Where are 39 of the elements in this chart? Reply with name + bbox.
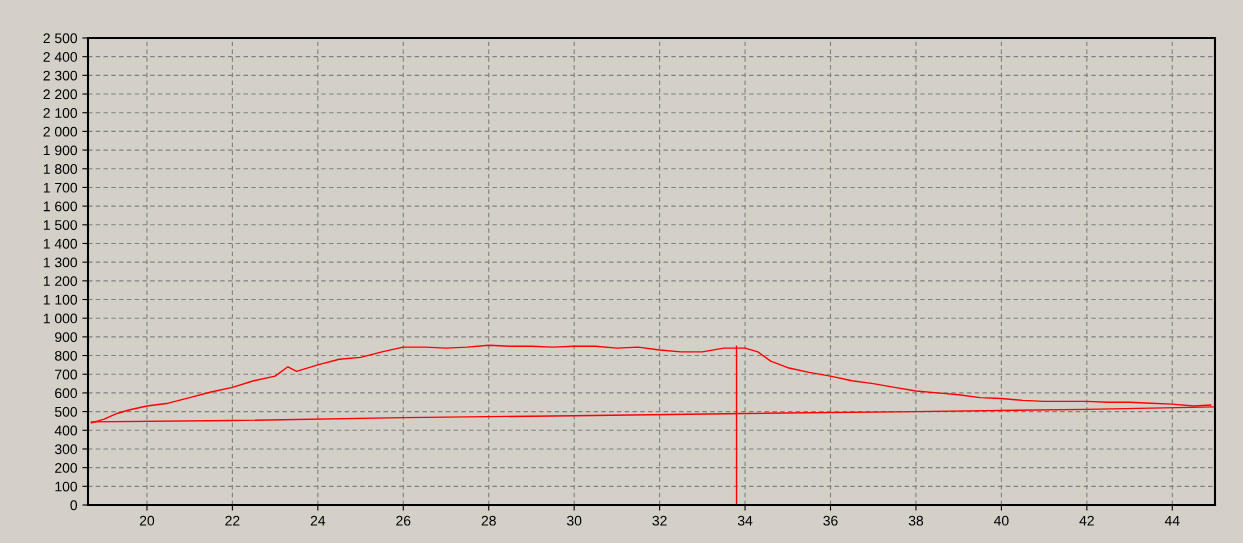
x-tick-label: 34 — [737, 515, 753, 526]
y-tick-label: 600 — [55, 388, 78, 399]
x-tick-label: 38 — [908, 515, 924, 526]
y-tick-label: 1 300 — [43, 257, 78, 268]
y-tick-label: 2 200 — [43, 89, 78, 100]
x-tick-label: 40 — [993, 515, 1009, 526]
y-tick-label: 1 100 — [43, 294, 78, 305]
y-tick-label: 0 — [70, 500, 78, 511]
x-tick-label: 20 — [139, 515, 155, 526]
x-tick-label: 22 — [225, 515, 240, 526]
y-tick-label: 1 800 — [43, 164, 78, 174]
y-tick-label: 500 — [54, 406, 78, 417]
y-tick-label: 1 200 — [43, 276, 78, 287]
y-tick-label: 1 900 — [43, 145, 78, 156]
y-tick-label: 2 500 — [43, 33, 78, 44]
y-tick-label: 2 100 — [43, 108, 78, 118]
y-tick-label: 800 — [55, 350, 78, 361]
y-tick-label: 900 — [55, 332, 78, 343]
x-tick-label: 24 — [310, 515, 326, 526]
y-tick-label: 2 300 — [43, 70, 78, 81]
y-tick-label: 2 400 — [43, 52, 78, 62]
x-tick-label: 36 — [823, 515, 838, 526]
y-tick-label: 700 — [55, 369, 78, 380]
x-tick-label: 30 — [566, 515, 582, 526]
y-tick-label: 1 600 — [43, 201, 78, 212]
x-tick-label: 44 — [1164, 515, 1180, 526]
y-tick-label: 400 — [54, 425, 78, 436]
y-tick-label: 300 — [54, 444, 78, 455]
x-tick-label: 42 — [1079, 515, 1094, 526]
y-tick-label: 100 — [55, 481, 78, 492]
y-tick-label: 1 400 — [43, 238, 78, 249]
y-tick-label: 1 700 — [43, 182, 78, 193]
y-tick-label: 1 000 — [43, 313, 78, 324]
y-tick-label: 200 — [55, 462, 78, 473]
x-tick-label: 28 — [481, 515, 496, 526]
y-tick-label: 1 500 — [43, 220, 78, 230]
x-tick-label: 26 — [396, 515, 411, 526]
y-tick-label: 2 000 — [43, 126, 78, 137]
x-tick-label: 32 — [652, 515, 667, 526]
